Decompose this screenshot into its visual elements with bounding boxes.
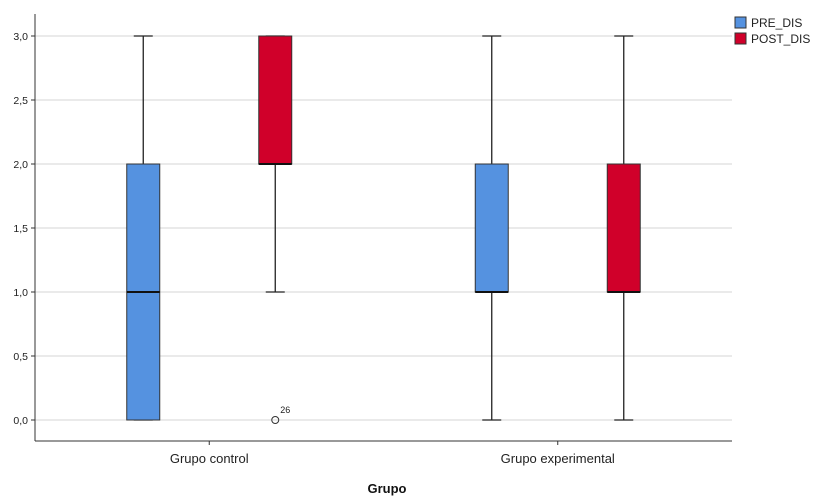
box-pre-dis <box>474 35 509 421</box>
y-tick-label: 2,5 <box>13 95 28 107</box>
legend-swatch <box>734 32 747 45</box>
box-post-dis <box>606 35 641 421</box>
outlier-point <box>271 416 280 424</box>
y-tick-label: 1,0 <box>13 287 28 299</box>
legend-label: PRE_DIS <box>751 16 802 30</box>
legend: PRE_DIS POST_DIS <box>734 16 810 46</box>
x-category-label: Grupo control <box>170 451 249 466</box>
box-iqr <box>474 163 509 293</box>
x-category-label: Grupo experimental <box>501 451 615 466</box>
legend-label: POST_DIS <box>751 32 810 46</box>
legend-swatch <box>734 16 747 29</box>
box-pre-dis <box>126 35 161 421</box>
y-tick-label: 0,0 <box>13 415 28 427</box>
y-tick-label: 2,0 <box>13 159 28 171</box>
y-tick-label: 1,5 <box>13 223 28 235</box>
y-tick-label: 0,5 <box>13 351 28 363</box>
axis-labels: 0,0 0,5 1,0 1,5 2,0 2,5 3,0 Grupo control Grupo … <box>13 31 615 466</box>
box-iqr <box>258 35 293 165</box>
outlier-label: 26 <box>280 405 290 415</box>
boxes: 26 <box>126 35 641 424</box>
box-iqr <box>606 163 641 293</box>
y-tick-label: 3,0 <box>13 31 28 43</box>
x-axis-title: Grupo <box>368 481 407 496</box>
box-post-dis: 26 <box>258 35 293 424</box>
axes <box>31 14 732 445</box>
